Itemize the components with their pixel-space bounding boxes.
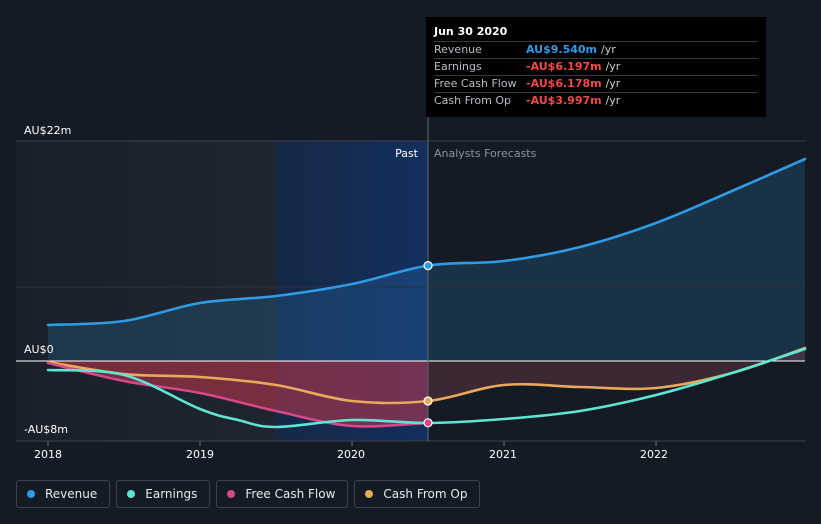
legend-dot-icon bbox=[127, 490, 136, 498]
tooltip: Jun 30 2020 Revenue AU$9.540m /yr Earnin… bbox=[426, 17, 766, 117]
legend-label: Cash From Op bbox=[383, 487, 468, 501]
tooltip-label: Cash From Op bbox=[434, 94, 512, 107]
tooltip-value: -AU$3.997m bbox=[526, 94, 602, 107]
x-tick-2021: 2021 bbox=[489, 448, 517, 461]
legend-dot-icon bbox=[27, 490, 35, 498]
series-line-free-cash-flow bbox=[46, 361, 430, 428]
y-label-zero: AU$0 bbox=[24, 343, 54, 356]
legend-item-earnings[interactable]: Earnings bbox=[116, 480, 211, 508]
tooltip-label: Revenue bbox=[434, 43, 482, 56]
legend-label: Earnings bbox=[145, 487, 198, 501]
legend-item-free-cash-flow[interactable]: Free Cash Flow bbox=[216, 480, 349, 508]
marker-revenue bbox=[423, 261, 433, 271]
x-tick-2018: 2018 bbox=[34, 448, 62, 461]
marker-cash-from-op bbox=[423, 396, 433, 406]
legend-label: Revenue bbox=[45, 487, 98, 501]
tooltip-value: -AU$6.178m bbox=[526, 77, 602, 90]
tooltip-date: Jun 30 2020 bbox=[434, 25, 508, 38]
loss-area-past bbox=[48, 361, 429, 427]
tooltip-unit: /yr bbox=[605, 94, 621, 107]
legend-item-cash-from-op[interactable]: Cash From Op bbox=[354, 480, 481, 508]
tooltip-row-cash-from-op: Cash From Op -AU$3.997m /yr bbox=[434, 92, 758, 109]
legend-label: Free Cash Flow bbox=[245, 487, 336, 501]
chart-markers bbox=[423, 261, 433, 428]
tooltip-unit: /yr bbox=[601, 43, 616, 56]
tooltip-label: Free Cash Flow bbox=[434, 77, 517, 90]
revenue-area bbox=[48, 159, 805, 361]
tooltip-row-free-cash-flow: Free Cash Flow -AU$6.178m /yr bbox=[434, 75, 758, 92]
legend: Revenue Earnings Free Cash Flow Cash Fro… bbox=[16, 480, 481, 508]
chart-labels: AU$22m AU$0 -AU$8m Past Analysts Forecas… bbox=[24, 124, 668, 461]
series-line-earnings bbox=[46, 347, 807, 429]
forecast-label: Analysts Forecasts bbox=[434, 147, 537, 160]
x-tick-2020: 2020 bbox=[337, 448, 365, 461]
tooltip-value: AU$9.540m bbox=[526, 43, 598, 56]
tooltip-value: -AU$6.197m bbox=[526, 60, 602, 73]
x-tick-2022: 2022 bbox=[640, 448, 668, 461]
legend-dot-icon bbox=[227, 490, 236, 498]
legend-item-revenue[interactable]: Revenue bbox=[16, 480, 111, 508]
tooltip-label: Earnings bbox=[434, 60, 482, 73]
legend-dot-icon bbox=[365, 490, 374, 498]
tooltip-unit: /yr bbox=[605, 77, 621, 90]
tooltip-row-revenue: Revenue AU$9.540m /yr bbox=[434, 41, 758, 58]
tooltip-row-earnings: Earnings -AU$6.197m /yr bbox=[434, 58, 758, 75]
y-label-bottom: -AU$8m bbox=[24, 423, 68, 436]
past-label: Past bbox=[395, 147, 419, 160]
y-label-top: AU$22m bbox=[24, 124, 71, 137]
tooltip-unit: /yr bbox=[605, 60, 621, 73]
x-tick-2019: 2019 bbox=[186, 448, 214, 461]
marker-free-cash-flow bbox=[423, 418, 433, 428]
